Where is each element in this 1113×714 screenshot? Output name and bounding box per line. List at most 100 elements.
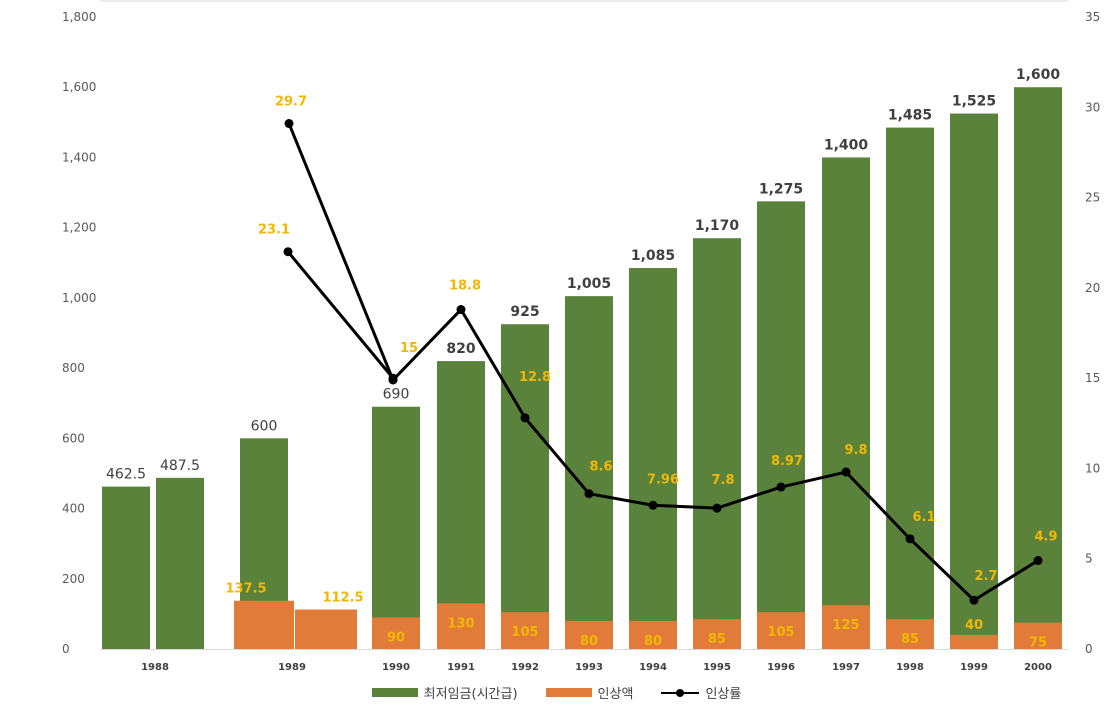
increase-data-label: 85 [708,632,726,647]
legend-label-increase: 인상액 [597,687,634,702]
rate-data-label: 2.7 [974,569,997,584]
increase-data-label: 80 [580,634,598,649]
wage-bar [156,477,204,649]
x-tick-label: 1997 [832,662,860,673]
wage-data-label: 690 [383,387,410,403]
rate-data-label: 29.7 [275,95,307,110]
y-tick-label: 1,600 [62,80,96,94]
increase-data-label: 85 [901,632,919,647]
y2-tick-label: 20 [1085,281,1100,295]
increase-data-label: 40 [965,618,983,633]
wage-data-label: 1,600 [1016,67,1061,83]
increase-data-label: 130 [447,616,474,631]
wage-bar [372,406,420,649]
rate-marker [584,489,594,499]
wage-data-label: 1,005 [567,276,611,292]
rate-marker [648,500,658,510]
y-tick-label: 200 [62,572,85,586]
x-tick-label: 2000 [1024,662,1052,673]
y2-tick-label: 35 [1085,10,1100,24]
x-tick-label: 1990 [382,662,410,673]
wage-bar [757,201,805,650]
rate-data-label: 23.1 [258,223,290,238]
x-tick-label: 1996 [767,662,795,673]
x-tick-label: 1992 [511,662,539,673]
rate-marker [905,534,915,544]
y-tick-label: 1,000 [62,291,96,305]
increase-bar [886,619,934,649]
increase-data-label: 125 [832,618,859,633]
wage-data-label: 1,085 [631,248,675,264]
rate-marker [969,595,979,605]
y-tick-label: 1,200 [62,221,96,235]
rate-marker [712,503,722,513]
x-tick-label: 1989 [278,662,306,673]
rate-data-label: 15 [400,341,418,356]
rate-marker [841,467,851,477]
rate-data-label: 12.8 [519,370,551,385]
wage-bar [693,238,741,649]
rate-data-label: 6.1 [912,510,935,525]
rate-line [287,122,1039,602]
increase-data-label: 105 [511,625,538,640]
y2-tick-label: 30 [1085,100,1100,114]
legend-swatch-increase [545,688,592,697]
y2-tick-label: 15 [1085,371,1100,385]
wage-bar [629,268,677,649]
wage-bar [822,157,870,649]
legend-swatch-rate [661,688,700,697]
rate-data-label: 7.8 [711,473,734,488]
wage-bar [102,486,150,649]
rate-data-label: 18.8 [449,279,481,294]
wage-bar [886,127,934,650]
wage-bar [1014,87,1062,649]
legend-item-rate: 인상률 [661,683,741,702]
rate-marker [776,482,786,492]
increase-data-label: 80 [644,634,662,649]
increase-bar [950,634,998,649]
y2-tick-label: 5 [1085,552,1093,566]
legend: 최저임금(시간급) 인상액 인상률 [0,683,1113,702]
rate-marker [283,247,293,257]
rate-marker [520,413,530,423]
wage-data-label: 462.5 [106,467,146,483]
wage-bar [437,361,485,649]
increase-bar [629,620,677,649]
y2-tick-label: 10 [1085,461,1100,475]
wage-data-label: 600 [251,418,278,434]
wage-data-label: 1,170 [695,218,740,234]
x-tick-label: 1991 [447,662,475,673]
x-tick-label: 1998 [896,662,924,673]
increase-data-label: 137.5 [225,582,266,597]
x-tick-label: 1995 [703,662,731,673]
wage-data-label: 1,525 [952,94,996,110]
wage-data-label: 1,275 [759,181,803,197]
rate-marker [456,305,466,315]
rate-line-segment [286,250,395,380]
x-tick-label: 1994 [639,662,667,673]
wage-data-label: 820 [446,341,475,357]
increase-bar [1014,622,1062,649]
y-tick-label: 800 [62,361,85,375]
legend-label-rate: 인상률 [705,687,742,702]
increase-bar [501,612,549,649]
increase-data-label: 90 [387,630,405,645]
y-tick-label: 600 [62,431,85,445]
wage-data-label: 487.5 [160,458,200,474]
x-tick-label: 1988 [141,662,169,673]
legend-swatch-wage [371,688,418,697]
rate-data-label: 8.97 [771,454,803,469]
y-tick-label: 1,800 [62,10,96,24]
x-tick-label: 1999 [960,662,988,673]
legend-item-wage: 최저임금(시간급) [371,683,518,702]
increase-data-label: 112.5 [322,591,363,606]
rate-marker [1033,556,1043,566]
rate-data-label: 8.6 [589,460,612,475]
rate-data-label: 4.9 [1034,530,1057,545]
rate-marker [388,375,398,385]
wage-bar [950,113,998,650]
wage-data-label: 1,485 [888,108,932,124]
increase-data-label: 105 [767,625,794,640]
wage-data-label: 1,400 [824,137,869,153]
